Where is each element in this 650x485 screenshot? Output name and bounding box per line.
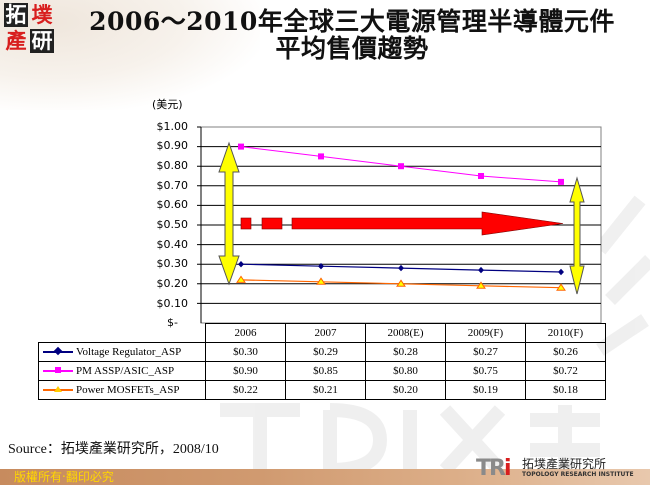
yellow-range-arrow-2006 — [218, 141, 240, 286]
series-power-mosfets — [236, 275, 566, 291]
red-trend-arrow — [240, 211, 564, 236]
series-pm-assp-asic — [238, 143, 564, 185]
table-cell: $0.18 — [525, 380, 606, 400]
tri-logo: 拓 墣 產 研 — [4, 3, 56, 55]
title-line-2: 平均售價趨勢 — [275, 34, 429, 63]
brand-name-cn: 拓墣產業研究所 — [522, 457, 607, 471]
table-header-row: 2006 2007 2008(E) 2009(F) 2010(F) — [38, 323, 606, 343]
data-table: 2006 2007 2008(E) 2009(F) 2010(F) Voltag… — [38, 323, 606, 400]
logo-char: 研 — [30, 29, 54, 53]
column-header: 2007 — [285, 323, 366, 343]
y-tick-label: $0.70 — [156, 179, 189, 192]
column-header: 2008(E) — [365, 323, 446, 343]
square-marker-icon — [43, 366, 73, 376]
column-header: 2010(F) — [525, 323, 606, 343]
table-cell: $0.80 — [365, 361, 446, 381]
logo-char: 拓 — [4, 3, 28, 27]
background-map-texture — [0, 0, 260, 110]
table-cell: $0.90 — [205, 361, 286, 381]
legend-label-power-mosfets: Power MOSFETs_ASP — [38, 380, 206, 400]
legend-label-pm-assp-asic: PM ASSP/ASIC_ASP — [38, 361, 206, 381]
y-tick-label: $- — [167, 316, 178, 329]
footer-bar — [0, 469, 650, 485]
series-voltage-regulator — [238, 261, 564, 276]
table-cell: $0.29 — [285, 342, 366, 362]
table-cell: $0.28 — [365, 342, 446, 362]
table-cell: $0.85 — [285, 361, 366, 381]
table-row: Power MOSFETs_ASP $0.22 $0.21 $0.20 $0.1… — [38, 380, 606, 400]
table-cell: $0.27 — [445, 342, 526, 362]
logo-char: 墣 — [31, 3, 53, 27]
y-tick-label: $0.40 — [156, 238, 189, 251]
table-cell: $0.21 — [285, 380, 366, 400]
y-tick-label: $1.00 — [156, 120, 189, 133]
y-tick-label: $0.90 — [156, 139, 189, 152]
y-tick-label: $0.30 — [156, 257, 189, 270]
yellow-range-arrow-2010 — [569, 176, 585, 295]
legend-label-voltage-regulator: Voltage Regulator_ASP — [38, 342, 206, 362]
table-cell: $0.20 — [365, 380, 446, 400]
table-cell: $0.75 — [445, 361, 526, 381]
table-corner — [38, 323, 206, 343]
y-tick-label: $0.10 — [156, 297, 189, 310]
table-cell: $0.30 — [205, 342, 286, 362]
copyright-notice: 版權所有‧翻印必究 — [14, 470, 114, 484]
table-row: PM ASSP/ASIC_ASP $0.90 $0.85 $0.80 $0.75… — [38, 361, 606, 381]
source-note: Source：拓墣產業研究所，2008/10 — [8, 442, 219, 457]
table-cell: $0.72 — [525, 361, 606, 381]
tri-brand-logo: TRi 拓墣產業研究所 TOPOLOGY RESEARCH INSTITUTE — [476, 454, 644, 484]
brand-name-en: TOPOLOGY RESEARCH INSTITUTE — [522, 471, 634, 478]
triangle-marker-icon — [43, 385, 73, 395]
table-cell: $0.26 — [525, 342, 606, 362]
logo-char: 產 — [5, 29, 27, 53]
table-cell: $0.19 — [445, 380, 526, 400]
y-tick-label: $0.60 — [156, 198, 189, 211]
y-axis-unit-label: (美元) — [152, 98, 183, 111]
column-header: 2009(F) — [445, 323, 526, 343]
page-title: 2006～2010年全球三大電源管理半導體元件 平均售價趨勢 — [62, 8, 642, 62]
column-header: 2006 — [205, 323, 286, 343]
title-line-1: 2006～2010年全球三大電源管理半導體元件 — [89, 7, 615, 36]
y-tick-label: $0.20 — [156, 277, 189, 290]
tri-mark-icon: TRi — [476, 456, 511, 481]
y-tick-label: $0.50 — [156, 218, 189, 231]
diamond-marker-icon — [43, 347, 73, 357]
table-cell: $0.22 — [205, 380, 286, 400]
y-tick-label: $0.80 — [156, 159, 189, 172]
table-row: Voltage Regulator_ASP $0.30 $0.29 $0.28 … — [38, 342, 606, 362]
